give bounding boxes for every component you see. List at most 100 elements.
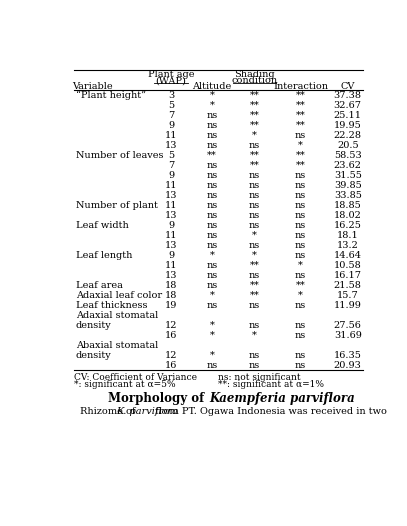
Text: ns: ns	[206, 120, 218, 129]
Text: *: *	[252, 331, 257, 340]
Text: ns: ns	[206, 130, 218, 139]
Text: **: **	[250, 291, 260, 300]
Text: Morphology of: Morphology of	[108, 392, 208, 406]
Text: ns: ns	[295, 301, 306, 310]
Text: 11: 11	[165, 261, 177, 270]
Text: Adaxial stomatal: Adaxial stomatal	[76, 311, 158, 320]
Text: ns: ns	[249, 170, 260, 180]
Text: (WAP): (WAP)	[155, 76, 186, 85]
Text: 3: 3	[168, 90, 174, 99]
Text: *: significant at α=5%: *: significant at α=5%	[74, 380, 176, 389]
Text: **: **	[250, 90, 260, 99]
Text: **: **	[250, 150, 260, 159]
Text: **: **	[250, 281, 260, 290]
Text: 7: 7	[168, 110, 174, 119]
Text: Kaempferia parviflora: Kaempferia parviflora	[210, 392, 355, 406]
Text: Plant age: Plant age	[148, 70, 194, 79]
Text: ns: ns	[295, 221, 306, 230]
Text: **: **	[250, 100, 260, 109]
Text: **: **	[295, 90, 305, 99]
Text: 11: 11	[165, 130, 177, 139]
Text: density: density	[76, 321, 112, 330]
Text: ns: ns	[206, 221, 218, 230]
Text: 18.02: 18.02	[334, 211, 362, 220]
Text: CV: Coefficient of Variance: CV: Coefficient of Variance	[74, 373, 197, 382]
Text: ns: ns	[206, 361, 218, 370]
Text: ns: ns	[295, 211, 306, 220]
Text: *: *	[298, 261, 303, 270]
Text: density: density	[76, 351, 112, 360]
Text: from PT. Ogawa Indonesia was received in two: from PT. Ogawa Indonesia was received in…	[152, 407, 387, 416]
Text: **: **	[295, 120, 305, 129]
Text: Leaf thickness: Leaf thickness	[76, 301, 147, 310]
Text: ns: ns	[249, 140, 260, 149]
Text: 18: 18	[165, 291, 177, 300]
Text: ns: ns	[249, 201, 260, 210]
Text: ns: ns	[295, 321, 306, 330]
Text: ns: ns	[206, 241, 218, 250]
Text: ns: ns	[206, 231, 218, 240]
Text: Interaction: Interaction	[273, 83, 328, 92]
Text: 11: 11	[165, 201, 177, 210]
Text: ns: ns	[249, 361, 260, 370]
Text: Variable: Variable	[72, 83, 113, 92]
Text: ns: ns	[249, 211, 260, 220]
Text: 33.85: 33.85	[334, 191, 362, 200]
Text: 13: 13	[165, 271, 177, 280]
Text: 18.1: 18.1	[337, 231, 359, 240]
Text: 11.99: 11.99	[334, 301, 362, 310]
Text: 13: 13	[165, 140, 177, 149]
Text: 13: 13	[165, 211, 177, 220]
Text: ns: ns	[295, 271, 306, 280]
Text: ns: ns	[249, 321, 260, 330]
Text: ns: ns	[249, 301, 260, 310]
Text: 16: 16	[165, 361, 177, 370]
Text: ns: ns	[206, 110, 218, 119]
Text: ns: ns	[295, 231, 306, 240]
Text: *: *	[210, 100, 214, 109]
Text: 58.53: 58.53	[334, 150, 361, 159]
Text: ns: ns	[206, 211, 218, 220]
Text: 9: 9	[168, 251, 174, 260]
Text: 10.58: 10.58	[334, 261, 361, 270]
Text: **: **	[295, 100, 305, 109]
Text: 16.35: 16.35	[334, 351, 362, 360]
Text: condition: condition	[232, 76, 278, 85]
Text: ns: ns	[206, 191, 218, 200]
Text: ns: ns	[206, 160, 218, 170]
Text: ns: ns	[249, 180, 260, 190]
Text: *: *	[210, 251, 214, 260]
Text: CV: CV	[341, 83, 355, 92]
Text: 23.62: 23.62	[334, 160, 362, 170]
Text: ns: ns	[206, 180, 218, 190]
Text: 18: 18	[165, 281, 177, 290]
Text: 15.7: 15.7	[337, 291, 359, 300]
Text: Abaxial stomatal: Abaxial stomatal	[76, 341, 158, 350]
Text: 12: 12	[165, 351, 177, 360]
Text: 19: 19	[165, 301, 177, 310]
Text: ns: ns	[249, 191, 260, 200]
Text: 9: 9	[168, 120, 174, 129]
Text: 21.58: 21.58	[334, 281, 362, 290]
Text: ns: ns	[206, 201, 218, 210]
Text: 5: 5	[168, 150, 174, 159]
Text: 14.64: 14.64	[334, 251, 362, 260]
Text: ns: ns	[295, 180, 306, 190]
Text: ns: ns	[295, 191, 306, 200]
Text: ns: not significant: ns: not significant	[217, 373, 300, 382]
Text: **: **	[295, 110, 305, 119]
Text: 16.25: 16.25	[334, 221, 362, 230]
Text: 11: 11	[165, 180, 177, 190]
Text: *: *	[210, 90, 214, 99]
Text: ns: ns	[249, 241, 260, 250]
Text: 5: 5	[168, 100, 174, 109]
Text: 16.17: 16.17	[334, 271, 362, 280]
Text: K. parviflora: K. parviflora	[116, 407, 178, 416]
Text: 39.85: 39.85	[334, 180, 361, 190]
Text: *: *	[210, 331, 214, 340]
Text: 18.85: 18.85	[334, 201, 361, 210]
Text: *: *	[298, 291, 303, 300]
Text: “Plant height”: “Plant height”	[76, 90, 146, 100]
Text: ns: ns	[206, 261, 218, 270]
Text: 20.93: 20.93	[334, 361, 362, 370]
